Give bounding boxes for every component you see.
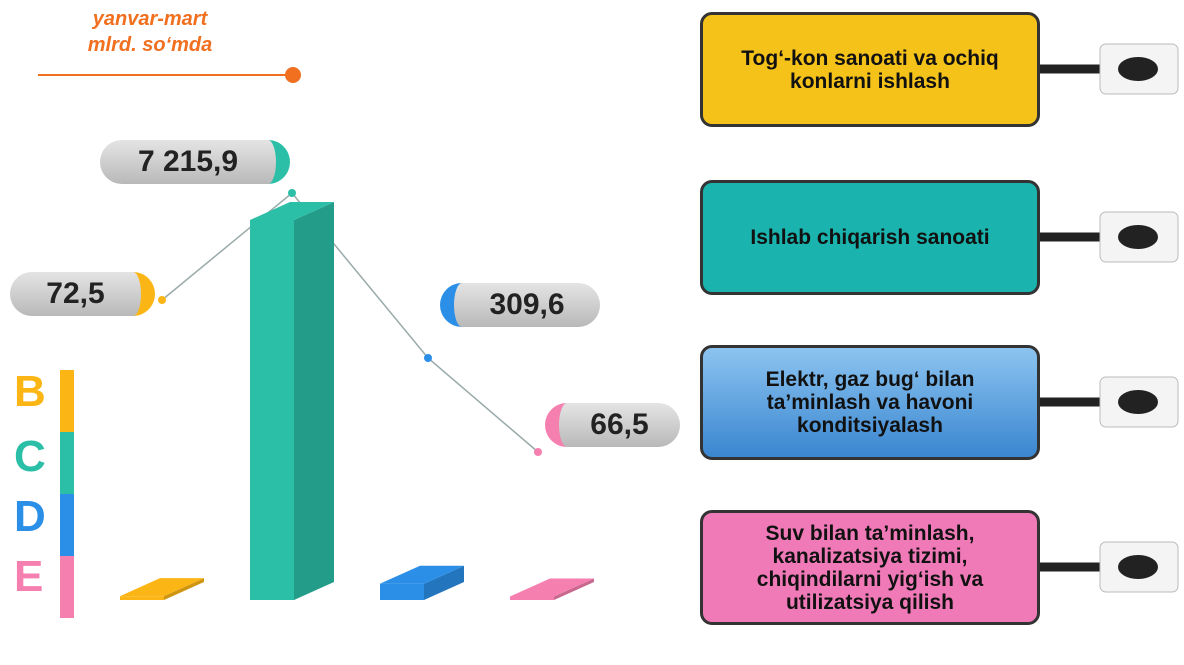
connector-dot xyxy=(158,296,166,304)
title-dot xyxy=(285,67,301,83)
category-panel: Elektr, gaz bug‘ bilan ta’minlash va hav… xyxy=(700,345,1040,460)
category-code: B xyxy=(14,367,46,417)
category-panel: Ishlab chiqarish sanoati xyxy=(700,180,1040,295)
code-strip xyxy=(60,432,74,494)
plug xyxy=(1118,390,1158,414)
bar-front xyxy=(120,596,164,600)
value-label: 66,5 xyxy=(545,403,680,447)
bar-front xyxy=(510,596,554,600)
category-code: D xyxy=(14,492,46,542)
category-panel: Tog‘-kon sanoati va ochiq konlarni ishla… xyxy=(700,12,1040,127)
plug xyxy=(1118,225,1158,249)
category-code: C xyxy=(14,432,46,482)
bar-front xyxy=(380,584,424,600)
connector-dot xyxy=(424,354,432,362)
plug xyxy=(1118,555,1158,579)
value-label: 72,5 xyxy=(10,272,155,316)
bar-side xyxy=(294,202,334,600)
subtitle: mlrd. so‘mda xyxy=(50,34,250,57)
connector-dot xyxy=(534,448,542,456)
value-label: 309,6 xyxy=(440,283,600,327)
title: yanvar-mart xyxy=(50,8,250,31)
infographic: yanvar-mart mlrd. so‘mda BCDE 72,5 7 215,9… xyxy=(0,0,1184,665)
code-strip xyxy=(60,494,74,556)
category-code: E xyxy=(14,552,43,602)
code-strip xyxy=(60,370,74,432)
code-strip xyxy=(60,556,74,618)
bar-front xyxy=(250,220,294,600)
plug xyxy=(1118,57,1158,81)
value-label: 7 215,9 xyxy=(100,140,290,184)
category-panel: Suv bilan ta’minlash, kanalizatsiya tizi… xyxy=(700,510,1040,625)
connector-dot xyxy=(288,189,296,197)
